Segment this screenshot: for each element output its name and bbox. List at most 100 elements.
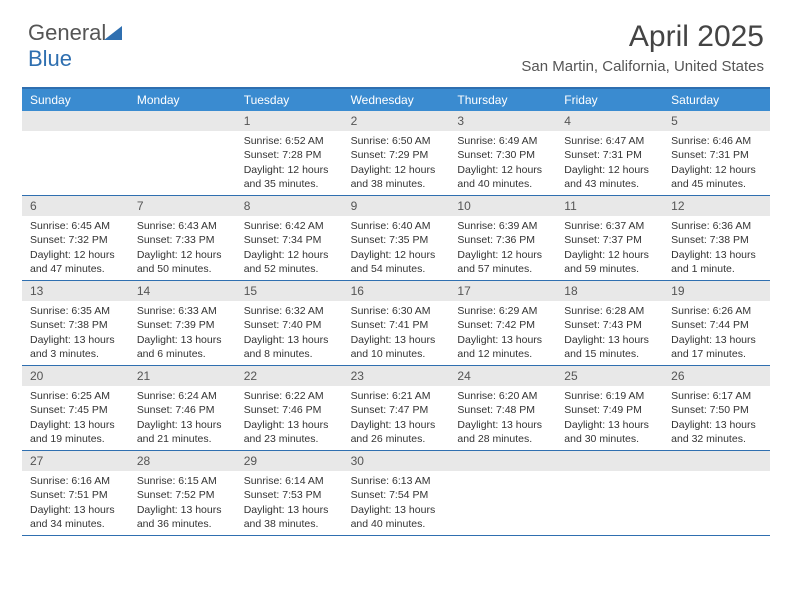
sunset-text: Sunset: 7:52 PM: [137, 488, 228, 502]
day-number: 23: [343, 366, 450, 386]
calendar-cell: 7Sunrise: 6:43 AMSunset: 7:33 PMDaylight…: [129, 196, 236, 280]
day-number: 6: [22, 196, 129, 216]
day-number: 7: [129, 196, 236, 216]
sunrise-text: Sunrise: 6:15 AM: [137, 474, 228, 488]
sunrise-text: Sunrise: 6:21 AM: [351, 389, 442, 403]
daylight-text: Daylight: 13 hours: [137, 503, 228, 517]
cell-body: Sunrise: 6:22 AMSunset: 7:46 PMDaylight:…: [236, 386, 343, 450]
calendar-cell: 22Sunrise: 6:22 AMSunset: 7:46 PMDayligh…: [236, 366, 343, 450]
daylight-text: and 40 minutes.: [457, 177, 548, 191]
sunrise-text: Sunrise: 6:52 AM: [244, 134, 335, 148]
calendar-cell: 11Sunrise: 6:37 AMSunset: 7:37 PMDayligh…: [556, 196, 663, 280]
calendar-cell: 19Sunrise: 6:26 AMSunset: 7:44 PMDayligh…: [663, 281, 770, 365]
calendar-cell: 2Sunrise: 6:50 AMSunset: 7:29 PMDaylight…: [343, 111, 450, 195]
daylight-text: and 43 minutes.: [564, 177, 655, 191]
sunrise-text: Sunrise: 6:25 AM: [30, 389, 121, 403]
cell-body: Sunrise: 6:42 AMSunset: 7:34 PMDaylight:…: [236, 216, 343, 280]
daylight-text: and 15 minutes.: [564, 347, 655, 361]
weekday-label: Saturday: [663, 89, 770, 111]
daylight-text: Daylight: 12 hours: [457, 248, 548, 262]
calendar-cell: [22, 111, 129, 195]
weekday-label: Friday: [556, 89, 663, 111]
sunset-text: Sunset: 7:38 PM: [671, 233, 762, 247]
sunrise-text: Sunrise: 6:46 AM: [671, 134, 762, 148]
sunset-text: Sunset: 7:36 PM: [457, 233, 548, 247]
sunset-text: Sunset: 7:51 PM: [30, 488, 121, 502]
sunrise-text: Sunrise: 6:36 AM: [671, 219, 762, 233]
sunset-text: Sunset: 7:53 PM: [244, 488, 335, 502]
cell-body: Sunrise: 6:19 AMSunset: 7:49 PMDaylight:…: [556, 386, 663, 450]
sunrise-text: Sunrise: 6:37 AM: [564, 219, 655, 233]
daylight-text: and 36 minutes.: [137, 517, 228, 531]
daylight-text: Daylight: 12 hours: [671, 163, 762, 177]
day-number: 11: [556, 196, 663, 216]
brand-part2: Blue: [28, 46, 72, 71]
calendar-week: 13Sunrise: 6:35 AMSunset: 7:38 PMDayligh…: [22, 281, 770, 366]
daylight-text: and 3 minutes.: [30, 347, 121, 361]
daylight-text: and 30 minutes.: [564, 432, 655, 446]
sunrise-text: Sunrise: 6:49 AM: [457, 134, 548, 148]
cell-body: Sunrise: 6:28 AMSunset: 7:43 PMDaylight:…: [556, 301, 663, 365]
cell-body: Sunrise: 6:43 AMSunset: 7:33 PMDaylight:…: [129, 216, 236, 280]
daylight-text: Daylight: 12 hours: [351, 163, 442, 177]
daylight-text: Daylight: 12 hours: [351, 248, 442, 262]
day-number: 5: [663, 111, 770, 131]
cell-body: Sunrise: 6:47 AMSunset: 7:31 PMDaylight:…: [556, 131, 663, 195]
daylight-text: Daylight: 13 hours: [671, 248, 762, 262]
daylight-text: and 40 minutes.: [351, 517, 442, 531]
calendar-week: 6Sunrise: 6:45 AMSunset: 7:32 PMDaylight…: [22, 196, 770, 281]
sunset-text: Sunset: 7:29 PM: [351, 148, 442, 162]
cell-body: Sunrise: 6:13 AMSunset: 7:54 PMDaylight:…: [343, 471, 450, 535]
daylight-text: and 26 minutes.: [351, 432, 442, 446]
day-number: 14: [129, 281, 236, 301]
daylight-text: Daylight: 13 hours: [351, 503, 442, 517]
daylight-text: Daylight: 13 hours: [137, 418, 228, 432]
sunrise-text: Sunrise: 6:43 AM: [137, 219, 228, 233]
daylight-text: Daylight: 12 hours: [564, 163, 655, 177]
sunrise-text: Sunrise: 6:29 AM: [457, 304, 548, 318]
day-number: 19: [663, 281, 770, 301]
cell-body: Sunrise: 6:35 AMSunset: 7:38 PMDaylight:…: [22, 301, 129, 365]
month-title: April 2025: [521, 20, 764, 54]
cell-body: Sunrise: 6:46 AMSunset: 7:31 PMDaylight:…: [663, 131, 770, 195]
sunset-text: Sunset: 7:54 PM: [351, 488, 442, 502]
day-number: 16: [343, 281, 450, 301]
sunrise-text: Sunrise: 6:20 AM: [457, 389, 548, 403]
sunrise-text: Sunrise: 6:39 AM: [457, 219, 548, 233]
location-text: San Martin, California, United States: [521, 58, 764, 75]
daylight-text: and 52 minutes.: [244, 262, 335, 276]
calendar-cell: 25Sunrise: 6:19 AMSunset: 7:49 PMDayligh…: [556, 366, 663, 450]
daylight-text: Daylight: 13 hours: [244, 503, 335, 517]
sunset-text: Sunset: 7:44 PM: [671, 318, 762, 332]
day-number: 28: [129, 451, 236, 471]
cell-body: Sunrise: 6:20 AMSunset: 7:48 PMDaylight:…: [449, 386, 556, 450]
cell-body: Sunrise: 6:16 AMSunset: 7:51 PMDaylight:…: [22, 471, 129, 535]
cell-body: Sunrise: 6:33 AMSunset: 7:39 PMDaylight:…: [129, 301, 236, 365]
sunset-text: Sunset: 7:30 PM: [457, 148, 548, 162]
calendar-cell: [663, 451, 770, 535]
cell-body: Sunrise: 6:14 AMSunset: 7:53 PMDaylight:…: [236, 471, 343, 535]
daylight-text: Daylight: 13 hours: [30, 333, 121, 347]
daylight-text: and 8 minutes.: [244, 347, 335, 361]
daylight-text: and 57 minutes.: [457, 262, 548, 276]
weekday-label: Thursday: [449, 89, 556, 111]
sunset-text: Sunset: 7:32 PM: [30, 233, 121, 247]
cell-body: Sunrise: 6:24 AMSunset: 7:46 PMDaylight:…: [129, 386, 236, 450]
cell-body: Sunrise: 6:40 AMSunset: 7:35 PMDaylight:…: [343, 216, 450, 280]
daylight-text: and 1 minute.: [671, 262, 762, 276]
daylight-text: Daylight: 12 hours: [457, 163, 548, 177]
sunrise-text: Sunrise: 6:30 AM: [351, 304, 442, 318]
day-number: 15: [236, 281, 343, 301]
day-number: 29: [236, 451, 343, 471]
calendar-cell: 16Sunrise: 6:30 AMSunset: 7:41 PMDayligh…: [343, 281, 450, 365]
cell-body: Sunrise: 6:50 AMSunset: 7:29 PMDaylight:…: [343, 131, 450, 195]
day-number: 18: [556, 281, 663, 301]
daylight-text: and 17 minutes.: [671, 347, 762, 361]
sunrise-text: Sunrise: 6:50 AM: [351, 134, 442, 148]
calendar-cell: 10Sunrise: 6:39 AMSunset: 7:36 PMDayligh…: [449, 196, 556, 280]
cell-body: Sunrise: 6:39 AMSunset: 7:36 PMDaylight:…: [449, 216, 556, 280]
day-number: 17: [449, 281, 556, 301]
day-number: 30: [343, 451, 450, 471]
calendar-cell: 21Sunrise: 6:24 AMSunset: 7:46 PMDayligh…: [129, 366, 236, 450]
day-number: [449, 451, 556, 471]
